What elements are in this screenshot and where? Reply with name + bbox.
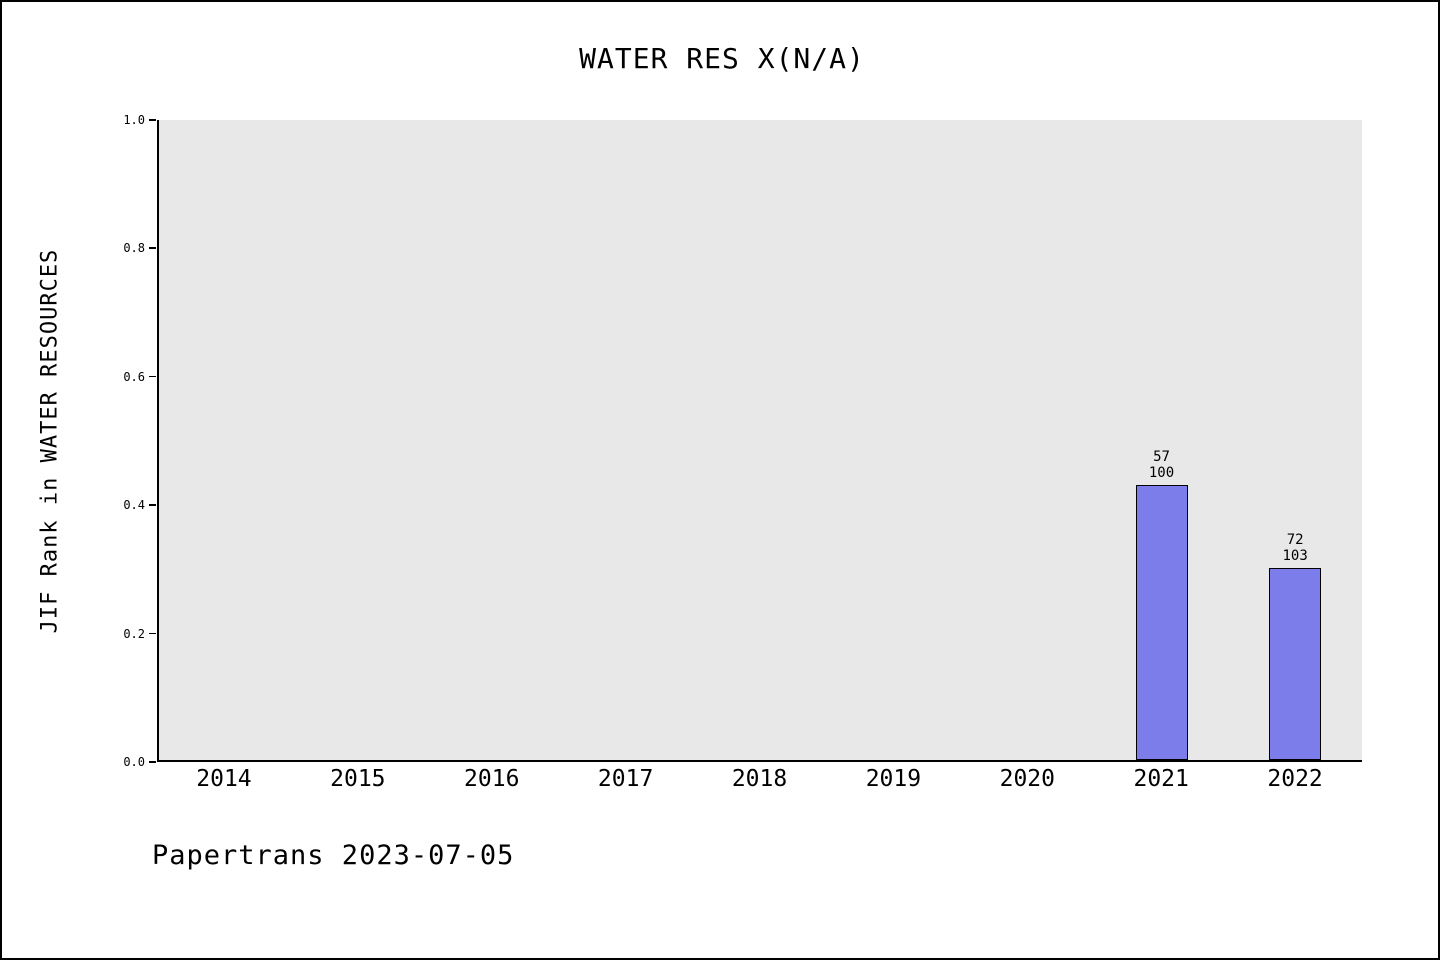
y-tick-label: 0.2 <box>123 626 145 641</box>
plot-area: 57 100 72 103 <box>157 120 1362 762</box>
x-tick-label: 2020 <box>999 766 1055 792</box>
bar-value-line: 57 <box>1153 448 1170 465</box>
y-tick-mark <box>149 632 156 635</box>
x-tick-label: 2014 <box>196 766 252 792</box>
y-tick-mark <box>149 119 156 121</box>
y-tick-mark <box>149 247 156 249</box>
y-tick-mark <box>149 761 156 763</box>
y-tick-label: 0.0 <box>123 755 145 769</box>
bar-value-label: 57 100 <box>1149 449 1174 481</box>
x-tick-label: 2017 <box>597 766 654 792</box>
bar-2021 <box>1135 484 1188 760</box>
y-tick-label: 0.6 <box>123 369 145 384</box>
bar-2022 <box>1269 568 1322 760</box>
bar-value-label: 72 103 <box>1283 532 1308 564</box>
y-tick-mark <box>149 375 156 378</box>
y-tick-mark <box>149 504 156 506</box>
bar-value-line: 100 <box>1148 464 1175 481</box>
x-tick-label: 2021 <box>1133 766 1189 792</box>
bar-slot: 57 100 <box>1135 449 1188 760</box>
y-tick-label: 1.0 <box>123 113 145 127</box>
bar-value-line: 72 <box>1286 532 1304 548</box>
bar-slot: 72 103 <box>1269 532 1322 760</box>
x-axis-labels: 2014 2015 2016 2017 2018 2019 2020 2021 2022 <box>157 764 1362 792</box>
x-tick-label: 2015 <box>330 766 386 792</box>
x-tick-label: 2022 <box>1267 766 1323 792</box>
y-tick-label: 0.4 <box>123 498 145 513</box>
x-tick-label: 2018 <box>731 766 788 792</box>
x-tick-label: 2016 <box>464 766 520 792</box>
x-tick-label: 2019 <box>865 766 922 792</box>
chart-title: WATER RES X(N/A) <box>579 42 865 75</box>
y-axis-label: JIF Rank in WATER RESOURCES <box>37 248 63 634</box>
bar-value-line: 103 <box>1282 548 1308 564</box>
y-tick-label: 0.8 <box>123 241 145 256</box>
footer-text: Papertrans 2023-07-05 <box>152 840 515 871</box>
